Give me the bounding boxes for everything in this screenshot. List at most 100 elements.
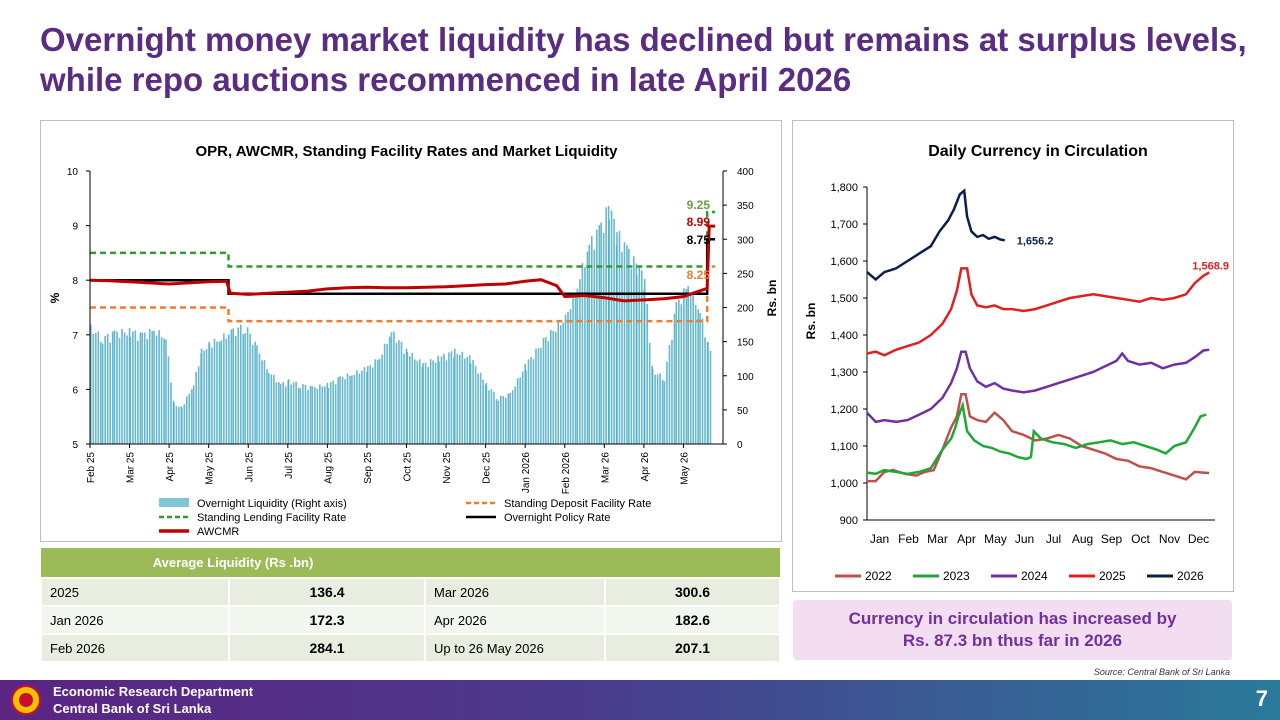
liquidity-bar bbox=[346, 373, 349, 444]
liquidity-bar bbox=[183, 404, 186, 444]
liquidity-bar bbox=[366, 371, 368, 444]
liquidity-bar bbox=[246, 327, 249, 444]
y-tick-label: 1,600 bbox=[830, 256, 858, 268]
liquidity-bar bbox=[165, 339, 167, 444]
liquidity-bar bbox=[383, 343, 386, 444]
liquidity-bar bbox=[640, 270, 643, 444]
liquidity-bar bbox=[358, 373, 361, 444]
liquidity-bar bbox=[311, 386, 314, 444]
liquidity-bar bbox=[421, 367, 424, 444]
x-tick-label: Dec 25 bbox=[482, 452, 493, 484]
liquidity-bar bbox=[390, 332, 393, 444]
liquidity-bar bbox=[153, 330, 155, 444]
right-tick-label: 150 bbox=[737, 338, 754, 349]
right-tick-label: 300 bbox=[737, 235, 754, 246]
liquidity-bar bbox=[621, 252, 623, 444]
liquidity-bar bbox=[472, 360, 474, 444]
liquidity-bar bbox=[567, 311, 569, 444]
liquidity-bar bbox=[626, 245, 628, 444]
liquidity-bar bbox=[429, 359, 432, 444]
liquidity-bar bbox=[211, 347, 213, 444]
x-tick-label: Aug 25 bbox=[323, 452, 334, 484]
liquidity-bar bbox=[378, 358, 381, 444]
liquidity-bar bbox=[208, 344, 211, 444]
liquidity-bar bbox=[463, 358, 466, 444]
liquidity-bar bbox=[118, 338, 121, 444]
x-tick-label: Mar bbox=[927, 532, 948, 546]
liquidity-bar bbox=[544, 337, 547, 444]
legend-label: 2024 bbox=[1021, 569, 1048, 583]
liquidity-bar bbox=[468, 355, 471, 444]
y-tick-label: 1,300 bbox=[830, 367, 858, 379]
liquidity-bar bbox=[349, 375, 351, 444]
liquidity-bar bbox=[488, 390, 490, 444]
liquidity-bar bbox=[616, 232, 618, 444]
liquidity-bar bbox=[509, 392, 511, 444]
right-tick-label: 350 bbox=[737, 201, 754, 212]
liquidity-bar bbox=[656, 374, 659, 444]
y2-axis-label: Rs. bn bbox=[765, 280, 779, 317]
liquidity-bar bbox=[663, 381, 666, 444]
liquidity-bar bbox=[90, 324, 92, 444]
liquidity-bar bbox=[190, 389, 193, 444]
series-line-2024 bbox=[866, 348, 1210, 424]
legend-label: Overnight Liquidity (Right axis) bbox=[197, 498, 347, 510]
liquidity-bar bbox=[456, 354, 459, 444]
liquidity-bar bbox=[339, 376, 341, 444]
liquidity-bar bbox=[275, 382, 278, 444]
chart-title: OPR, AWCMR, Standing Facility Rates and … bbox=[196, 143, 619, 160]
liquidity-bar bbox=[403, 353, 405, 444]
liquidity-bar bbox=[675, 302, 678, 444]
liquidity-bar bbox=[453, 348, 456, 444]
liquidity-bar bbox=[602, 232, 605, 444]
liquidity-bar bbox=[137, 340, 139, 444]
liquidity-bar bbox=[163, 338, 165, 444]
x-tick-label: May 25 bbox=[205, 452, 216, 485]
liquidity-bar bbox=[576, 288, 579, 444]
liquidity-bar bbox=[297, 387, 300, 444]
liquidity-bar bbox=[400, 341, 403, 444]
liquidity-bar bbox=[598, 225, 601, 444]
table-cell-label: Up to 26 May 2026 bbox=[424, 633, 606, 663]
liquidity-bar bbox=[270, 374, 273, 444]
footer-department: Economic Research Department bbox=[53, 684, 254, 699]
table-cell-value: 172.3 bbox=[228, 605, 426, 635]
x-tick-label: Nov 25 bbox=[442, 452, 453, 484]
liquidity-bar bbox=[273, 374, 275, 444]
liquidity-bar bbox=[680, 304, 683, 444]
liquidity-bar bbox=[701, 318, 704, 444]
liquidity-bar bbox=[329, 382, 332, 444]
liquidity-bar bbox=[524, 363, 526, 444]
series-line-2026 bbox=[866, 188, 1006, 282]
liquidity-bar bbox=[334, 384, 337, 444]
liquidity-bar bbox=[411, 352, 414, 444]
liquidity-bar bbox=[628, 248, 630, 444]
liquidity-bar bbox=[395, 342, 398, 444]
left-tick-label: 7 bbox=[72, 331, 78, 342]
liquidity-bar bbox=[192, 385, 195, 444]
liquidity-bar bbox=[232, 328, 235, 444]
liquidity-bar bbox=[167, 356, 170, 444]
liquidity-bar bbox=[258, 353, 261, 444]
x-tick-label: Feb 2026 bbox=[561, 452, 572, 495]
slide-title: Overnight money market liquidity has dec… bbox=[40, 21, 1247, 98]
liquidity-bar bbox=[709, 350, 712, 444]
liquidity-bar bbox=[97, 331, 100, 444]
liquidity-bar bbox=[540, 347, 542, 444]
liquidity-bar bbox=[126, 335, 128, 444]
left-tick-label: 9 bbox=[72, 222, 78, 233]
liquidity-bar bbox=[422, 363, 424, 444]
liquidity-bar bbox=[440, 356, 443, 444]
liquidity-bar bbox=[438, 361, 440, 444]
liquidity-bar bbox=[143, 332, 146, 444]
value-annotation: 1,568.9 bbox=[1192, 260, 1229, 272]
liquidity-bar bbox=[547, 341, 550, 444]
x-tick-label: Feb bbox=[898, 532, 919, 546]
y-tick-label: 1,400 bbox=[830, 330, 858, 342]
legend-label: Standing Deposit Facility Rate bbox=[504, 498, 651, 510]
liquidity-bar bbox=[707, 341, 709, 444]
y-tick-label: 1,500 bbox=[830, 293, 858, 305]
liquidity-bar bbox=[427, 367, 429, 444]
x-tick-label: Oct 25 bbox=[403, 452, 414, 482]
liquidity-bar bbox=[562, 322, 565, 444]
